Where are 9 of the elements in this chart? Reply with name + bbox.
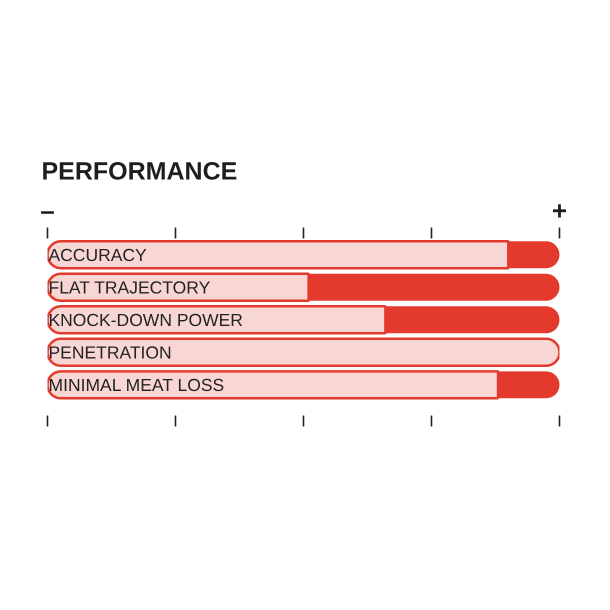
y-tick-label: MINIMAL MEAT LOSS	[48, 374, 224, 395]
y-tick-label: FLAT TRAJECTORY	[48, 277, 211, 298]
bar	[48, 338, 560, 368]
chart-title: PERFORMANCE	[42, 158, 238, 186]
y-tick-label: ACCURACY	[48, 244, 148, 265]
y-tick-label: KNOCK-DOWN POWER	[48, 310, 243, 330]
text: –	[40, 196, 55, 226]
text: +	[552, 196, 568, 226]
y-tick-label: PENETRATION	[48, 342, 172, 362]
